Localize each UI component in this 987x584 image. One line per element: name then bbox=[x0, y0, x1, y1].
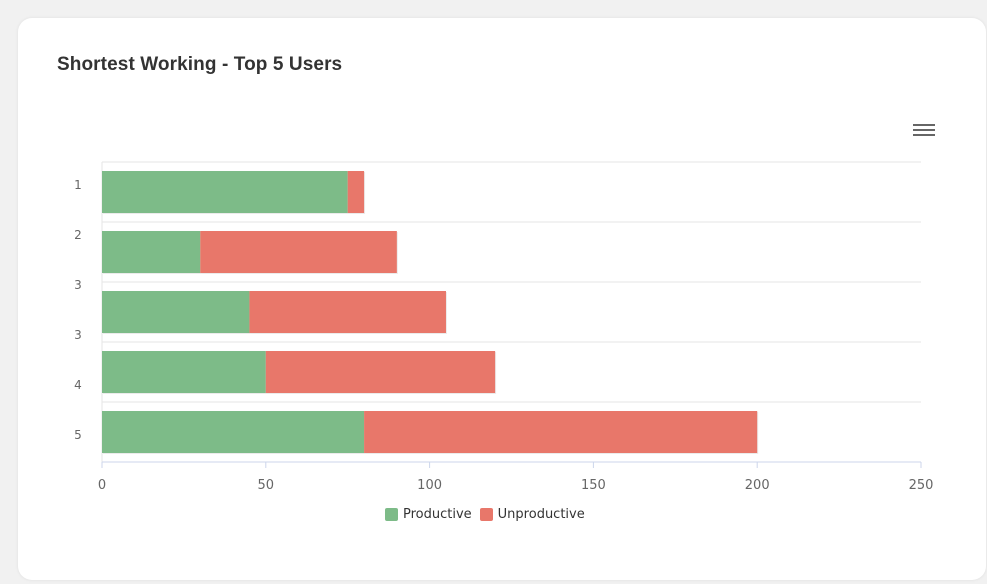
x-tick-label: 250 bbox=[909, 478, 934, 493]
legend-swatch-unproductive bbox=[479, 508, 493, 521]
x-tick-label: 200 bbox=[745, 478, 770, 493]
bar-productive-1[interactable] bbox=[102, 171, 348, 213]
menu-line bbox=[913, 134, 935, 136]
legend-item-unproductive[interactable]: Unproductive bbox=[479, 507, 585, 522]
chart-title: Shortest Working - Top 5 Users bbox=[57, 54, 343, 75]
bar-productive-5[interactable] bbox=[102, 411, 365, 453]
legend-label-productive: Productive bbox=[403, 507, 472, 522]
x-tick-label: 100 bbox=[417, 478, 442, 493]
bar-unproductive-3[interactable] bbox=[249, 291, 446, 333]
menu-line bbox=[913, 124, 935, 126]
y-tick-label: 4 bbox=[74, 378, 82, 392]
x-tick-label: 150 bbox=[581, 478, 606, 493]
chart-legend: Productive Unproductive bbox=[385, 507, 593, 522]
x-tick-label: 50 bbox=[258, 478, 275, 493]
legend-swatch-productive bbox=[385, 508, 398, 521]
bar-unproductive-5[interactable] bbox=[364, 411, 758, 453]
menu-line bbox=[913, 129, 935, 131]
y-tick-label: 3 bbox=[74, 328, 82, 342]
x-tick-label: 0 bbox=[98, 478, 106, 493]
y-tick-label: 3 bbox=[74, 278, 82, 292]
bar-productive-3[interactable] bbox=[102, 291, 250, 333]
bar-productive-4[interactable] bbox=[102, 351, 266, 393]
hamburger-menu-icon[interactable] bbox=[913, 124, 935, 138]
bar-productive-2[interactable] bbox=[102, 231, 201, 273]
legend-label-unproductive: Unproductive bbox=[497, 507, 585, 522]
y-tick-label: 5 bbox=[74, 428, 82, 442]
y-tick-label: 1 bbox=[74, 178, 82, 192]
bar-unproductive-1[interactable] bbox=[347, 171, 365, 213]
bar-unproductive-4[interactable] bbox=[265, 351, 496, 393]
y-tick-label: 2 bbox=[74, 228, 82, 242]
bar-unproductive-2[interactable] bbox=[200, 231, 397, 273]
legend-item-productive[interactable]: Productive bbox=[385, 507, 472, 522]
